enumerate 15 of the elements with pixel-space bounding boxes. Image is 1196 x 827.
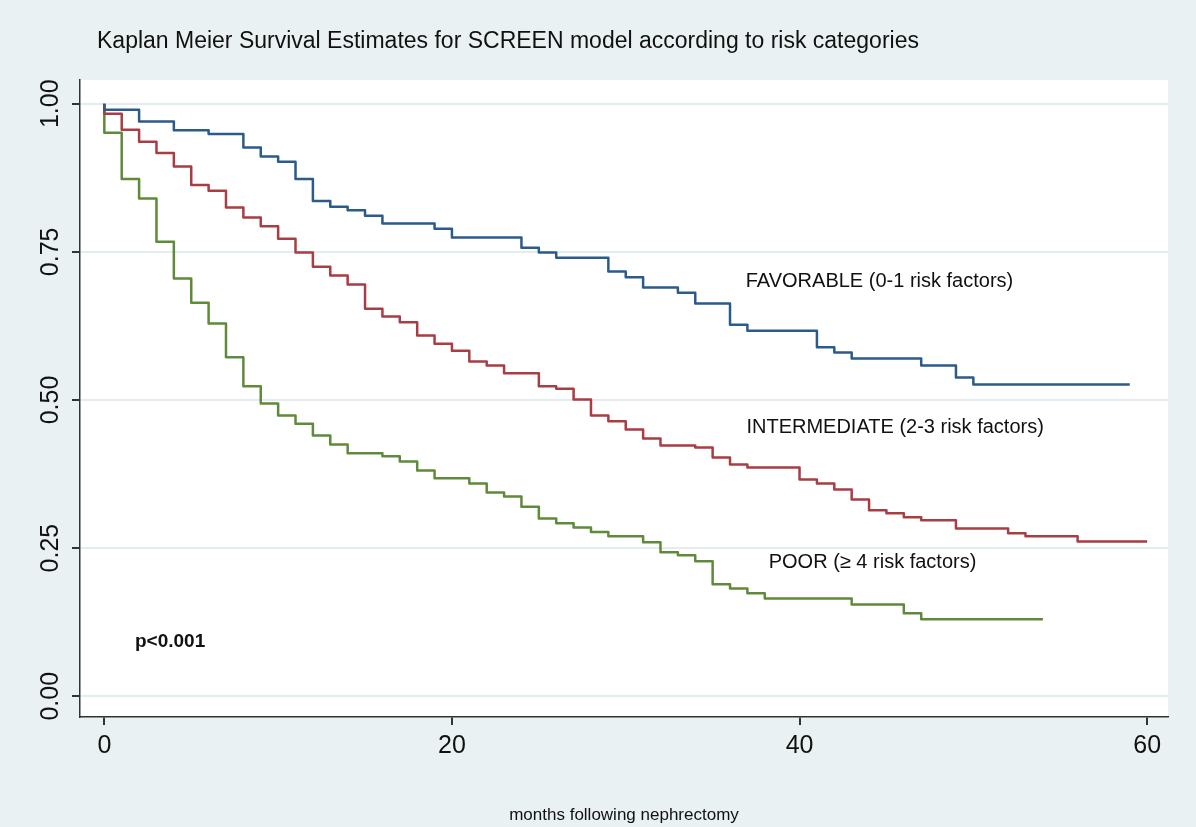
annotation: p<0.001 [135,630,206,651]
y-tick-label: 0.25 [35,523,63,573]
series-label: INTERMEDIATE (2-3 risk factors) [746,414,1044,437]
x-tick-label: 60 [1133,729,1162,758]
y-tick-label: 0.75 [35,227,63,277]
x-axis-title: months following nephrectomy [509,805,740,824]
chart-title: Kaplan Meier Survival Estimates for SCREEN model according to risk categories [97,27,919,53]
y-tick-label: 1.00 [35,79,63,129]
x-tick-label: 0 [97,729,112,758]
series-label: POOR (≥ 4 risk factors) [768,549,977,572]
series-label: FAVORABLE (0-1 risk factors) [745,269,1014,292]
x-tick-label: 20 [438,729,466,758]
y-tick-label: 0.00 [35,671,63,721]
x-tick-label: 40 [785,729,814,758]
y-tick-label: 0.50 [35,375,63,425]
